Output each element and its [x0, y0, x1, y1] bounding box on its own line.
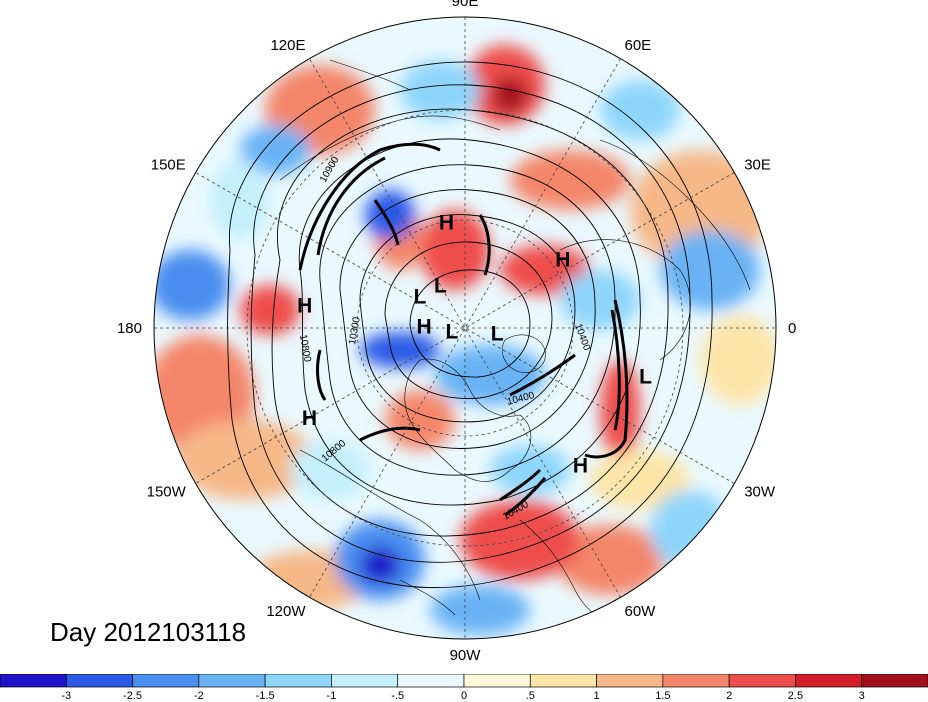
colorbar-swatch	[65, 674, 133, 688]
colorbar-tick-label: 2	[726, 690, 732, 702]
day-title: Day 2012103118	[50, 617, 247, 647]
colorbar-tick-label: -2.5	[123, 690, 142, 702]
colorbar-swatch	[264, 674, 332, 688]
colorbar-swatch	[662, 674, 730, 688]
colorbar-tick-label: -1	[327, 690, 337, 702]
colorbar-tick-label: -1.5	[256, 690, 275, 702]
longitude-label: 150E	[151, 157, 186, 174]
longitude-label: 180	[117, 320, 142, 337]
longitude-label: 90E	[452, 0, 479, 10]
longitude-label: 120E	[270, 37, 305, 54]
colorbar-swatch	[331, 674, 399, 688]
colorbar-swatch	[463, 674, 531, 688]
colorbar-swatch	[596, 674, 664, 688]
colorbar-tick-label: 2.5	[788, 690, 803, 702]
high-pressure-marker: H	[302, 407, 317, 430]
contour-label: 10800	[297, 334, 313, 364]
high-pressure-marker: H	[417, 316, 432, 339]
colorbar: -3 -2.5 -2 -1.5 -1 -.5 0 .5 1 1.5 2 2.5 3	[0, 674, 928, 702]
longitude-labels: 90E 60E 30E 0 30W 60W 90W 120W 150W 180 150E 120E	[117, 0, 796, 664]
longitude-label: 60E	[625, 37, 652, 54]
colorbar-swatch	[397, 674, 465, 688]
colorbar-tick-label: -.5	[391, 690, 404, 702]
low-pressure-marker: L	[414, 286, 427, 309]
colorbar-swatch	[529, 674, 597, 688]
high-pressure-marker: H	[439, 212, 454, 235]
colorbar-swatch	[795, 674, 863, 688]
map-boundary	[153, 16, 777, 640]
longitude-label: 150W	[147, 484, 187, 501]
colorbar-swatch	[861, 674, 928, 688]
colorbar-tick-label: 3	[859, 690, 865, 702]
colorbar-tick-label: 1	[594, 690, 600, 702]
longitude-label: 60W	[625, 603, 657, 620]
polar-map: 90E 60E 30E 0 30W 60W 90W 120W 150W 180 150E 120E H…	[117, 0, 796, 664]
low-pressure-marker: L	[434, 274, 447, 297]
colorbar-swatch	[132, 674, 200, 688]
colorbar-tick-label: 0	[461, 690, 467, 702]
high-pressure-marker: H	[555, 249, 570, 272]
low-pressure-marker: L	[491, 323, 504, 346]
colorbar-tick-label: -2	[194, 690, 204, 702]
contour-label: 10300	[347, 316, 363, 346]
colorbar-swatch	[0, 674, 67, 688]
colorbar-tick-label: -3	[61, 690, 71, 702]
longitude-label: 90W	[450, 647, 482, 664]
longitude-label: 120W	[266, 603, 306, 620]
longitude-label: 30E	[744, 157, 771, 174]
low-pressure-marker: L	[445, 321, 458, 344]
longitude-label: 30W	[744, 484, 776, 501]
longitude-label: 0	[788, 320, 796, 337]
low-pressure-marker: L	[639, 365, 652, 388]
graticule	[154, 17, 776, 639]
high-pressure-marker: H	[573, 455, 588, 478]
colorbar-tick-label: .5	[526, 690, 535, 702]
colorbar-swatch	[198, 674, 266, 688]
colorbar-swatch	[728, 674, 796, 688]
high-pressure-marker: H	[297, 295, 312, 318]
height-contours	[227, 61, 713, 589]
colorbar-tick-label: 1.5	[655, 690, 670, 702]
